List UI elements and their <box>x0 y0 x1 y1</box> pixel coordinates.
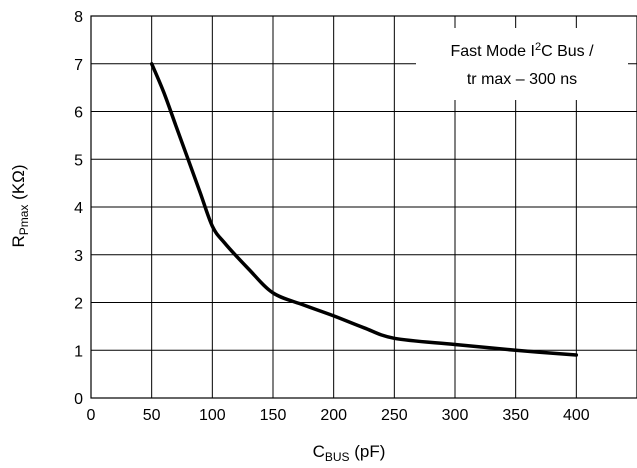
x-tick-label: 0 <box>87 407 96 424</box>
y-axis-label-sub: Pmax <box>17 205 31 236</box>
grid-lines <box>90 15 637 399</box>
x-tick-label: 300 <box>442 407 469 424</box>
annotation-box: Fast Mode I2C Bus / tr max – 300 ns <box>416 28 628 100</box>
x-axis-label-sub: BUS <box>325 450 350 464</box>
annotation-line-1-pre: Fast Mode I <box>450 43 534 60</box>
x-axis-ticks: 0 50 100 150 200 250 300 350 400 <box>87 407 590 424</box>
y-axis-label-main: R <box>9 235 28 247</box>
x-axis-label-unit: (pF) <box>350 442 386 461</box>
annotation-line-1-post: C Bus / <box>541 43 594 60</box>
x-tick-label: 400 <box>563 407 590 424</box>
plot-frame <box>90 15 637 399</box>
y-tick-label: 5 <box>74 152 83 169</box>
y-tick-label: 1 <box>74 343 83 360</box>
x-tick-label: 350 <box>502 407 529 424</box>
x-axis-label: CBUS (pF) <box>313 442 386 464</box>
x-axis-label-main: C <box>313 442 325 461</box>
x-tick-label: 50 <box>143 407 161 424</box>
series-line <box>149 62 579 357</box>
y-axis-ticks: 0 1 2 3 4 5 6 7 8 <box>74 9 83 408</box>
annotation-line-1: Fast Mode I2C Bus / <box>450 41 594 60</box>
x-tick-label: 250 <box>381 407 408 424</box>
x-tick-label: 150 <box>260 407 287 424</box>
data-series <box>149 62 579 357</box>
annotation-superscript: 2 <box>535 41 541 53</box>
y-tick-label: 8 <box>74 9 83 26</box>
y-tick-label: 7 <box>74 57 83 74</box>
annotation-line-2: tr max – 300 ns <box>467 71 577 88</box>
y-tick-label: 2 <box>74 296 83 313</box>
annotation-background <box>416 28 628 100</box>
y-tick-label: 3 <box>74 248 83 265</box>
x-tick-label: 200 <box>320 407 347 424</box>
y-axis-label-unit: (KΩ) <box>9 164 28 204</box>
y-tick-label: 6 <box>74 105 83 122</box>
y-tick-label: 4 <box>74 200 83 217</box>
y-tick-label: 0 <box>74 391 83 408</box>
y-axis-label: RPmax (KΩ) <box>9 164 31 247</box>
x-tick-label: 100 <box>199 407 226 424</box>
